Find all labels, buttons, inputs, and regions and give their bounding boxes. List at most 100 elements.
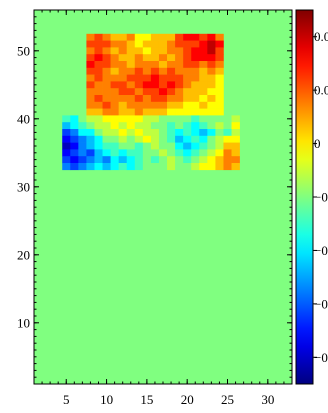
colorbar <box>295 9 314 385</box>
heatmap-cell <box>231 142 240 150</box>
heatmap-cell <box>118 81 128 89</box>
heatmap-cell <box>102 61 111 69</box>
x-tick-label: 15 <box>140 392 153 407</box>
heatmap-cell <box>150 95 160 103</box>
heatmap-cell <box>183 115 192 123</box>
heatmap-cell <box>78 115 87 123</box>
heatmap-cell <box>175 88 184 96</box>
heatmap-cell <box>126 156 136 164</box>
heatmap-cell <box>86 67 95 75</box>
heatmap-cell <box>94 33 103 41</box>
heatmap-cell <box>183 142 192 150</box>
heatmap-cell <box>215 101 224 109</box>
heatmap-cell <box>94 129 103 137</box>
heatmap-cell <box>150 33 160 41</box>
heatmap-cell <box>102 108 111 116</box>
heatmap-cell <box>110 47 119 55</box>
heatmap-cell <box>142 67 152 75</box>
heatmap-cell <box>86 149 95 157</box>
heatmap-cell <box>78 135 87 143</box>
heatmap-cell <box>199 88 208 96</box>
heatmap-cell <box>126 122 136 130</box>
heatmap-cell <box>191 88 200 96</box>
heatmap-cell <box>86 156 95 164</box>
heatmap-cell <box>70 149 79 157</box>
heatmap-cell <box>118 67 128 75</box>
heatmap-cell <box>94 122 103 130</box>
heatmap-cell <box>215 135 224 143</box>
heatmap-cell <box>167 135 176 143</box>
heatmap-cell <box>150 142 160 150</box>
heatmap-cell <box>207 95 216 103</box>
heatmap-cell <box>134 81 144 89</box>
heatmap-cell <box>167 88 176 96</box>
heatmap-cell <box>191 95 200 103</box>
heatmap-cell <box>158 74 168 82</box>
heatmap-cell <box>207 61 216 69</box>
heatmap-cell <box>134 135 144 143</box>
heatmap-cell <box>102 33 111 41</box>
heatmap-cell <box>215 54 224 62</box>
heatmap-cell <box>134 40 144 48</box>
heatmap-cell <box>126 149 136 157</box>
heatmap-cell <box>215 40 224 48</box>
y-tick-label: 30 <box>17 179 30 194</box>
heatmap-cell <box>215 74 224 82</box>
heatmap-cell <box>207 163 216 171</box>
heatmap-cell <box>126 33 136 41</box>
heatmap-cell <box>142 115 152 123</box>
heatmap-cell <box>142 40 152 48</box>
heatmap-cell <box>142 129 152 137</box>
heatmap-cell <box>175 81 184 89</box>
heatmap-cell <box>183 149 192 157</box>
colorbar-tick-label: −0 <box>314 243 328 258</box>
heatmap-cell <box>126 54 136 62</box>
heatmap-cell <box>207 67 216 75</box>
heatmap-cell <box>215 61 224 69</box>
heatmap-cell <box>183 40 192 48</box>
heatmap-cell <box>215 122 224 130</box>
heatmap-cell <box>110 74 119 82</box>
heatmap-cell <box>150 149 160 157</box>
heatmap-cell <box>70 122 79 130</box>
heatmap-cell <box>199 33 208 41</box>
heatmap-cell <box>102 156 111 164</box>
heatmap-cell <box>175 54 184 62</box>
heatmap-cell <box>94 135 103 143</box>
heatmap-cell <box>207 122 216 130</box>
heatmap-cell <box>102 74 111 82</box>
heatmap-cell <box>175 33 184 41</box>
heatmap-cell <box>62 115 71 123</box>
heatmap-cell <box>126 74 136 82</box>
heatmap-cell <box>231 135 240 143</box>
heatmap-cell <box>110 149 119 157</box>
heatmap-cell <box>175 129 184 137</box>
heatmap-cell <box>142 61 152 69</box>
heatmap-cell <box>118 40 128 48</box>
heatmap-cell <box>207 54 216 62</box>
y-tick-label: 40 <box>17 111 30 126</box>
heatmap-cell <box>142 81 152 89</box>
heatmap-cell <box>102 115 111 123</box>
heatmap-cell <box>78 142 87 150</box>
heatmap-cell <box>183 122 192 130</box>
heatmap-cell <box>78 156 87 164</box>
heatmap-cell <box>207 47 216 55</box>
heatmap-cell <box>183 156 192 164</box>
heatmap-cell <box>86 108 95 116</box>
heatmap-cell <box>86 33 95 41</box>
heatmap-cell <box>134 33 144 41</box>
heatmap-cell <box>223 142 232 150</box>
heatmap-cell <box>167 108 176 116</box>
heatmap-cell <box>191 115 200 123</box>
heatmap-cell <box>175 74 184 82</box>
heatmap-cell <box>102 142 111 150</box>
heatmap-cell <box>94 163 103 171</box>
heatmap-cell <box>175 156 184 164</box>
heatmap-cell <box>102 47 111 55</box>
heatmap-cell <box>158 54 168 62</box>
heatmap-cell <box>62 122 71 130</box>
heatmap-cell <box>175 101 184 109</box>
heatmap-cell <box>118 122 128 130</box>
